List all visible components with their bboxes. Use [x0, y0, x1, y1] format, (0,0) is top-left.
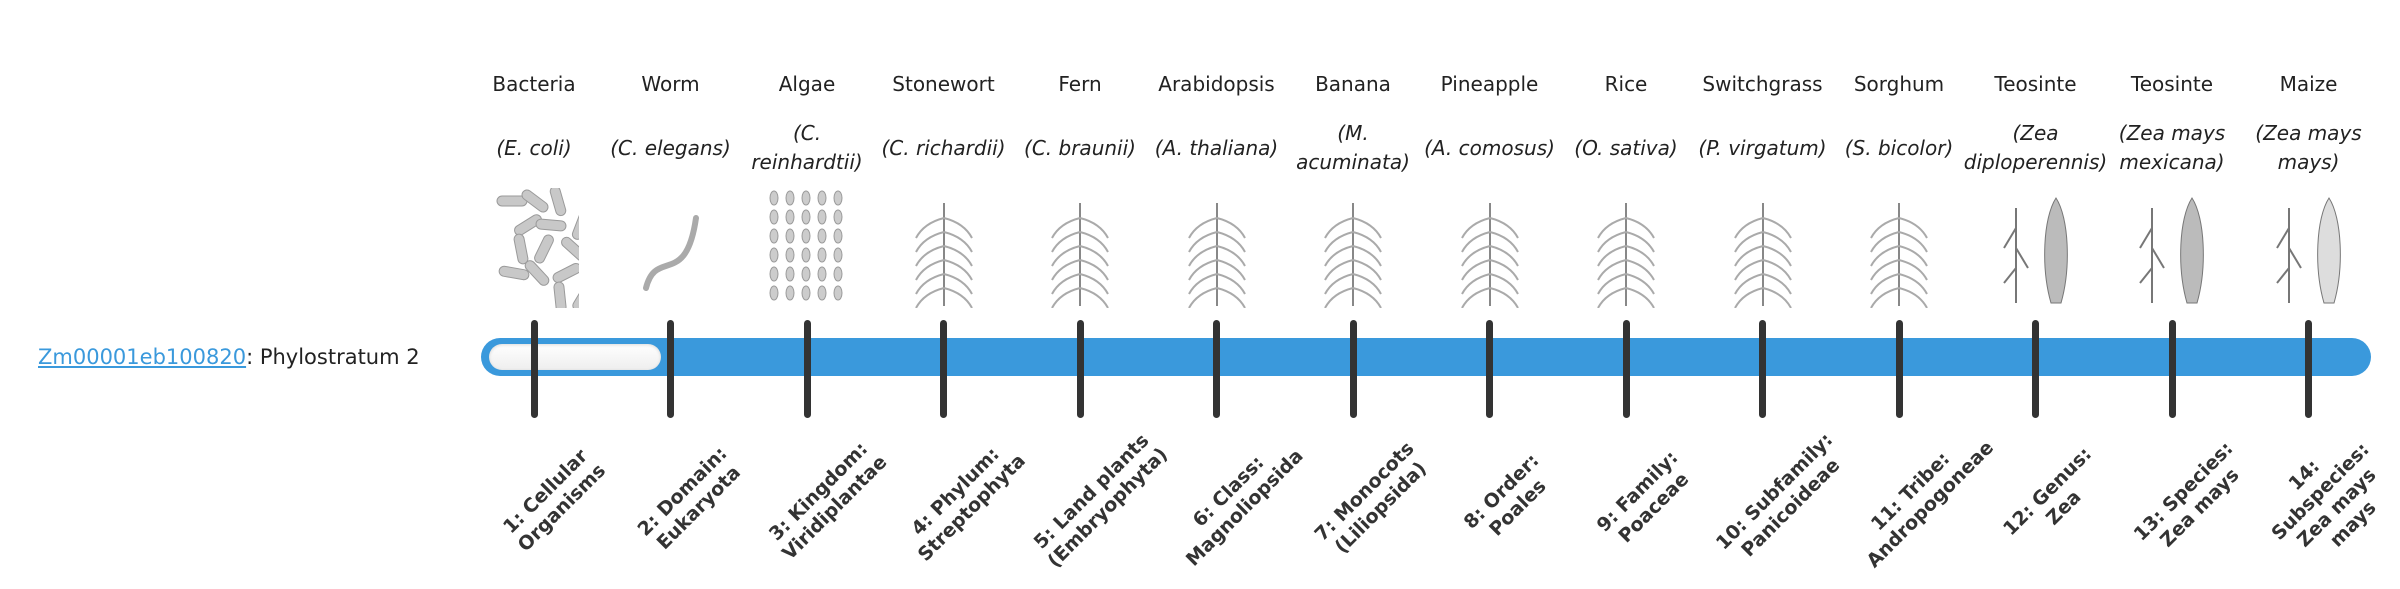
maize-icon: [2275, 197, 2341, 304]
stratum-label: 12: Genus: Zea: [1998, 443, 2096, 540]
organism-column: Rice (O. sativa): [1558, 66, 1694, 308]
organism-column: Worm (C. elegans): [603, 66, 739, 308]
worm-icon: [642, 215, 699, 291]
organism-column: Maize (Zea mays mays): [2241, 66, 2377, 308]
stratum-label: 14: Subspecies: Zea mays mays: [2266, 438, 2381, 552]
organism-scientific-name: (Zea mays mays): [2255, 121, 2362, 174]
organism-scientific-name: (C. reinhardtii): [751, 121, 863, 174]
organism-common-name: Banana: [1315, 72, 1391, 96]
organism-column: Stonewort (C. richardii): [876, 66, 1012, 308]
stratum-label: 7: Monocots (Liliopsida): [1310, 437, 1431, 558]
organism-column: Bacteria (E. coli): [466, 66, 602, 308]
teosinte-icon: [2139, 197, 2204, 304]
stratum-label: 8: Order: Poales: [1459, 449, 1550, 541]
stratum-label: 5: Land plants (Embryophyta): [1029, 429, 1173, 573]
stratum-tick: [1076, 320, 1084, 418]
pineapple-icon: [1460, 203, 1519, 308]
stratum-label: 2: Domain: Eukaryota: [633, 442, 745, 554]
organism-common-name: Teosinte: [1994, 72, 2077, 96]
stratum-tick: [1349, 320, 1357, 418]
arabidopsis-icon: [1187, 203, 1246, 308]
stratum-tick: [667, 320, 674, 418]
organism-column: Sorghum (S. bicolor): [1831, 66, 1967, 308]
organism-common-name: Worm: [641, 72, 700, 96]
stratum-label: 4: Phylum: Streptophyta: [906, 443, 1030, 566]
bar-unfilled-segment: [489, 344, 661, 370]
organism-scientific-name: (Zea mays mexicana): [2118, 121, 2226, 174]
gene-id-link[interactable]: Zm00001eb100820: [38, 345, 247, 369]
organism-common-name: Teosinte: [2130, 72, 2214, 96]
stratum-label: 11: Tribe: Andropogoneae: [1862, 436, 1998, 573]
phylostratum-bar: [481, 338, 2371, 376]
organism-scientific-name: (A. comosus): [1424, 135, 1555, 160]
stonewort-icon: [914, 203, 973, 308]
bacteria-icon: [496, 188, 579, 308]
organism-scientific-name: (E. coli): [496, 135, 572, 160]
gene-label: Zm00001eb100820: Phylostratum 2: [38, 340, 420, 374]
stratum-tick: [1895, 320, 1903, 418]
organism-column: Algae (C. reinhardtii): [739, 66, 875, 308]
organism-column: Banana (M. acuminata): [1285, 66, 1421, 308]
banana-icon: [1324, 203, 1382, 308]
algae-icon: [769, 190, 843, 301]
organism-scientific-name: (P. virgatum): [1698, 135, 1827, 160]
organism-scientific-name: (C. richardii): [881, 135, 1006, 160]
stratum-tick: [1759, 320, 1766, 418]
organism-scientific-name: (S. bicolor): [1844, 135, 1954, 160]
organism-column: Teosinte (Zea mays mexicana): [2104, 66, 2240, 308]
stratum-tick: [530, 320, 538, 418]
stratum-tick: [940, 320, 947, 418]
organism-scientific-name: (Zea diploperennis): [1963, 121, 2108, 174]
organism-column: Fern (C. braunii): [1012, 66, 1148, 308]
phylostratum-text: : Phylostratum 2: [246, 345, 420, 369]
organism-scientific-name: (C. elegans): [610, 135, 731, 160]
stratum-tick: [2305, 320, 2312, 418]
organism-common-name: Pineapple: [1440, 72, 1539, 96]
stratum-label: 9: Family: Poaceae: [1592, 446, 1694, 548]
stratum-tick: [2032, 320, 2039, 418]
rice-icon: [1597, 203, 1655, 308]
stratum-label: 10: Subfamily: Panicoideae: [1711, 428, 1844, 562]
organism-scientific-name: (C. braunii): [1024, 135, 1136, 160]
stratum-tick: [1486, 320, 1493, 418]
stratum-tick: [803, 320, 811, 418]
organism-common-name: Arabidopsis: [1158, 72, 1275, 96]
organism-common-name: Maize: [2279, 72, 2338, 96]
stratum-tick: [1213, 320, 1220, 418]
stratum-label: 13: Species: Zea mays: [2129, 437, 2244, 552]
organism-common-name: Fern: [1058, 72, 1102, 96]
organism-common-name: Rice: [1604, 72, 1648, 96]
organism-scientific-name: (A. thaliana): [1154, 135, 1279, 160]
organism-column: Switchgrass (P. virgatum): [1695, 66, 1831, 308]
fern-icon: [1051, 203, 1109, 308]
organism-scientific-name: (O. sativa): [1574, 135, 1678, 160]
organism-column: Arabidopsis (A. thaliana): [1149, 66, 1285, 308]
stratum-tick: [2168, 320, 2176, 418]
organism-common-name: Algae: [778, 72, 836, 96]
organism-common-name: Sorghum: [1853, 72, 1945, 96]
switchgrass-icon: [1733, 203, 1792, 308]
organism-column: Pineapple (A. comosus): [1422, 66, 1558, 308]
stratum-label: 3: Kingdom: Viridiplantae: [764, 437, 892, 565]
organism-common-name: Bacteria: [492, 72, 576, 96]
stratum-label: 1: Cellular Organisms: [499, 445, 611, 557]
organism-scientific-name: (M. acuminata): [1296, 121, 1410, 174]
stratum-tick: [1622, 320, 1630, 418]
stratum-label: 6: Class: Magnoliopsida: [1181, 444, 1308, 571]
organism-column: Teosinte (Zea diploperennis): [1963, 66, 2108, 308]
teosinte-icon: [2002, 197, 2068, 304]
organism-common-name: Switchgrass: [1702, 72, 1823, 96]
sorghum-icon: [1870, 203, 1928, 308]
organism-common-name: Stonewort: [892, 72, 995, 96]
